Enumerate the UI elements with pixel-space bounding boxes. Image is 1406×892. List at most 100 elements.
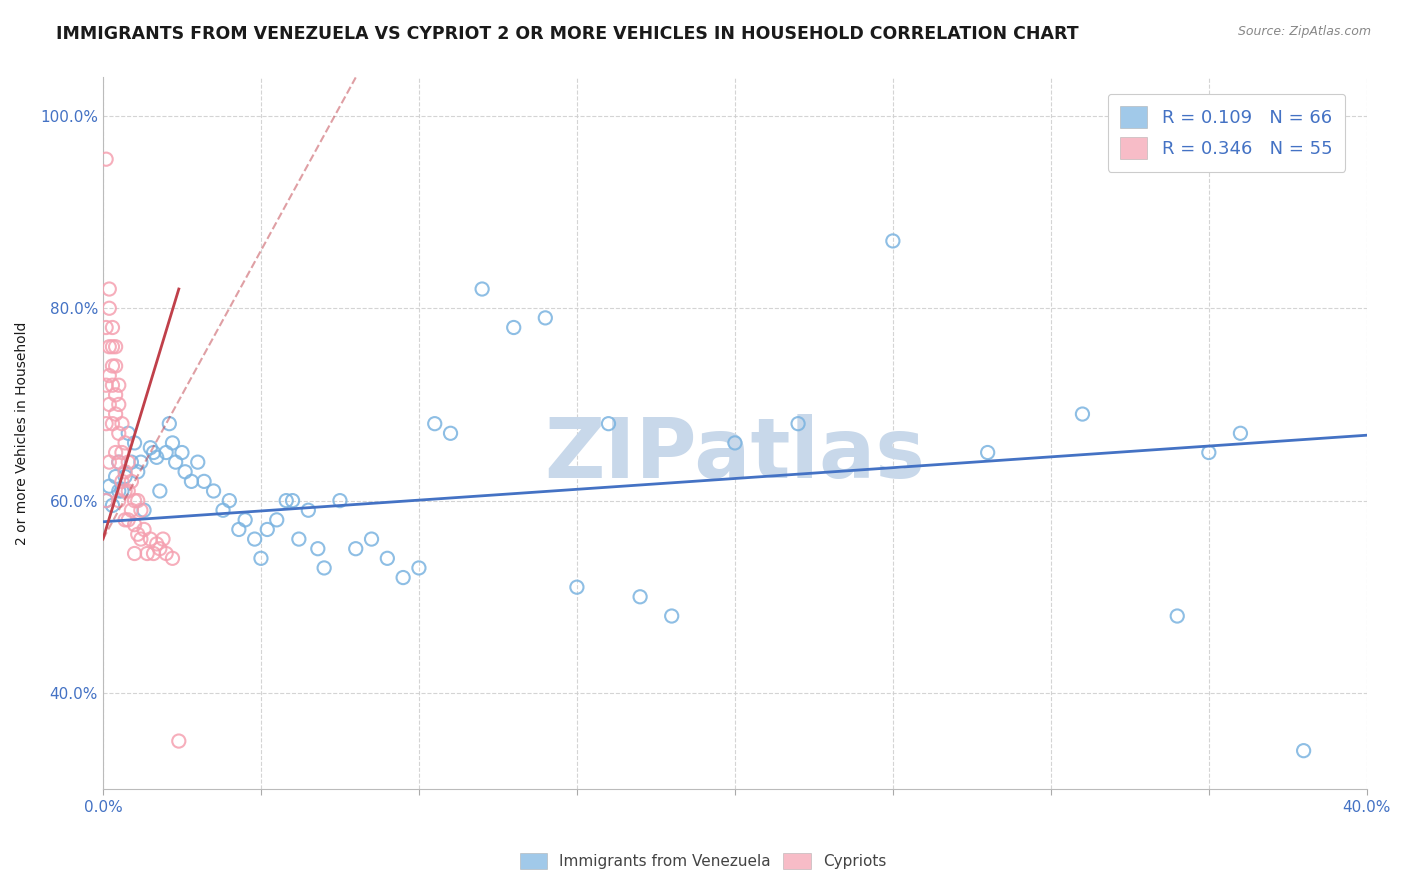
Point (124, 436, 146, 450)
Point (256, 523, 278, 537)
Point (101, 359, 124, 373)
Point (297, 503, 319, 517)
Point (392, 570, 415, 584)
Point (107, 397, 129, 411)
Text: ZIPatlas: ZIPatlas (544, 414, 925, 495)
Point (107, 493, 129, 508)
Point (202, 483, 225, 498)
Point (127, 493, 149, 508)
Point (228, 523, 250, 537)
Point (101, 499, 124, 513)
Point (104, 340, 127, 354)
Point (107, 455, 129, 469)
Point (276, 493, 298, 508)
Point (114, 436, 136, 450)
Point (1166, 609, 1188, 624)
Point (101, 378, 124, 392)
Point (124, 547, 146, 561)
Point (117, 483, 139, 498)
Point (145, 450, 167, 465)
Point (142, 547, 165, 561)
Point (120, 503, 142, 517)
Point (117, 455, 139, 469)
Point (120, 475, 142, 489)
Point (94, 493, 117, 508)
Y-axis label: 2 or more Vehicles in Household: 2 or more Vehicles in Household (15, 322, 30, 545)
Point (111, 475, 134, 489)
Point (1292, 744, 1315, 758)
Point (162, 551, 184, 566)
Point (94, 152, 117, 166)
Point (132, 523, 155, 537)
Point (98, 368, 121, 383)
Point (152, 532, 174, 546)
Point (288, 532, 311, 546)
Point (724, 436, 747, 450)
Point (136, 547, 159, 561)
Point (104, 445, 127, 459)
Point (329, 493, 352, 508)
Point (233, 513, 256, 527)
Point (162, 436, 184, 450)
Point (157, 417, 180, 431)
Point (976, 445, 998, 459)
Point (94, 417, 117, 431)
Point (107, 455, 129, 469)
Point (114, 483, 136, 498)
Point (114, 469, 136, 483)
Point (882, 234, 904, 248)
Point (281, 493, 304, 508)
Point (101, 340, 124, 354)
Point (155, 445, 177, 459)
Text: IMMIGRANTS FROM VENEZUELA VS CYPRIOT 2 OR MORE VEHICLES IN HOUSEHOLD CORRELATION: IMMIGRANTS FROM VENEZUELA VS CYPRIOT 2 O… (56, 25, 1078, 43)
Point (598, 417, 620, 431)
Point (107, 378, 129, 392)
Point (375, 551, 398, 566)
Point (439, 426, 461, 441)
Point (661, 609, 683, 624)
Point (101, 320, 124, 334)
Point (149, 483, 172, 498)
Point (471, 282, 494, 296)
Point (187, 455, 209, 469)
Text: Source: ZipAtlas.com: Source: ZipAtlas.com (1237, 25, 1371, 38)
Point (120, 455, 142, 469)
Point (107, 483, 129, 498)
Legend: R = 0.109   N = 66, R = 0.346   N = 55: R = 0.109 N = 66, R = 0.346 N = 55 (1108, 94, 1346, 172)
Point (628, 590, 651, 604)
Point (111, 483, 134, 498)
Point (344, 541, 367, 556)
Point (94, 320, 117, 334)
Point (165, 455, 187, 469)
Point (98, 340, 121, 354)
Point (174, 465, 197, 479)
Point (243, 532, 266, 546)
Point (94, 378, 117, 392)
Point (124, 517, 146, 532)
Point (534, 310, 557, 325)
Point (155, 547, 177, 561)
Point (360, 532, 382, 546)
Point (101, 417, 124, 431)
Point (170, 445, 193, 459)
Point (139, 532, 162, 546)
Point (129, 532, 152, 546)
Point (98, 455, 121, 469)
Point (104, 407, 127, 421)
Point (1229, 426, 1251, 441)
Point (502, 320, 524, 334)
Point (104, 388, 127, 402)
Point (104, 469, 127, 483)
Point (98, 282, 121, 296)
Point (307, 541, 329, 556)
Point (218, 493, 240, 508)
Point (266, 513, 288, 527)
Point (129, 503, 152, 517)
Point (114, 465, 136, 479)
Point (117, 426, 139, 441)
Point (127, 465, 149, 479)
Point (145, 537, 167, 551)
Point (98, 397, 121, 411)
Point (423, 417, 446, 431)
Point (114, 513, 136, 527)
